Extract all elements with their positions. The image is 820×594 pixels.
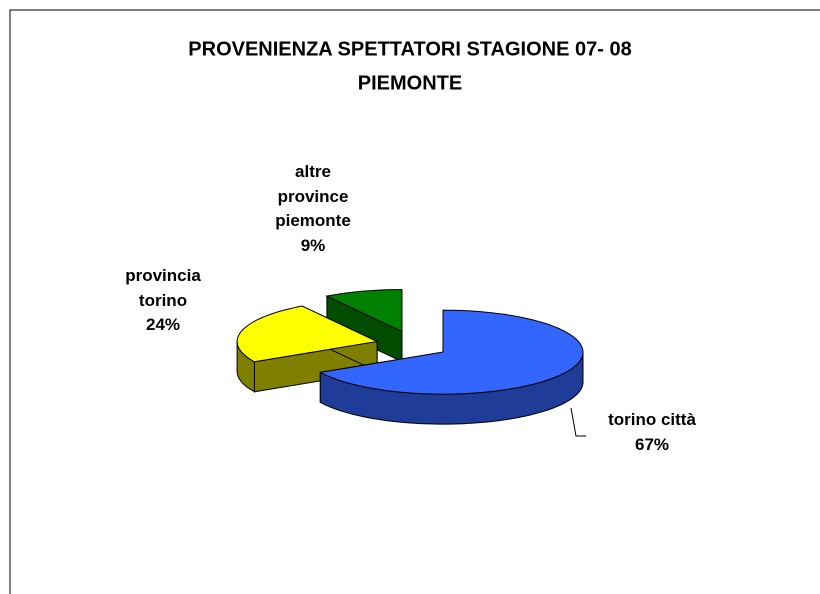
label-value: 9% [300,235,326,255]
chart-frame [9,9,820,594]
data-label: torino città 67% [582,408,722,457]
chart-title: PROVENIENZA SPETTATORI STAGIONE 07- 08 [188,38,631,60]
chart-title: PIEMONTE [358,72,462,94]
data-label: altre province piemonte 9% [258,160,368,259]
label-name: altre province piemonte [275,162,351,231]
label-name: torino città [608,410,696,429]
slice-top [325,289,403,333]
pie-slice [325,289,403,363]
label-value: 67% [634,434,670,454]
label-name: provincia torino [125,266,201,310]
leader-line [570,407,586,437]
slice-top [318,309,584,395]
data-label: provincia torino 24% [108,264,218,338]
pie-slice [318,309,584,425]
label-value: 24% [145,315,181,335]
pie-slice [236,305,379,393]
slice-top [236,305,379,363]
